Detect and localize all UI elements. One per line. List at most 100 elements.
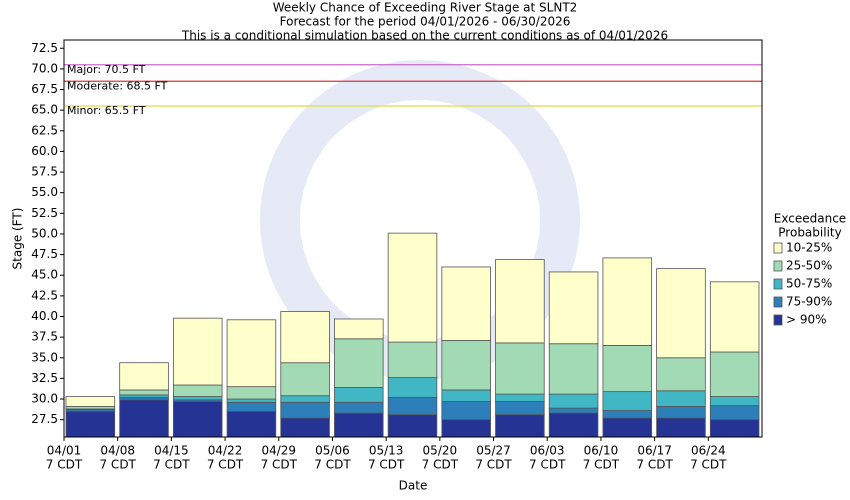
flood-label: Minor: 65.5 FT [67,104,146,117]
bar-segment [334,338,384,388]
bar-segment [387,341,438,378]
x-tick-label: 7 CDT [314,458,351,472]
x-tick-label: 7 CDT [207,458,244,472]
legend-title: Exceedance [774,212,846,226]
x-tick-label: 04/29 [261,444,296,458]
bar-segment [119,399,169,438]
bar-segment [387,377,438,398]
bar-segment [280,417,330,438]
x-tick-label: 7 CDT [475,458,512,472]
y-tick-label: 37.5 [31,330,58,344]
y-axis-label: Stage (FT) [11,208,25,270]
bar-segment [656,417,706,438]
x-axis-label: Date [399,479,428,493]
y-tick-label: 62.5 [31,123,58,137]
bar-segment [280,401,330,419]
legend-swatch [773,314,783,326]
bar-segment [548,271,599,345]
bar-segment [172,317,223,386]
x-tick-label: 06/10 [584,444,619,458]
y-tick-label: 35.0 [31,350,58,364]
bar-segment [226,398,277,403]
x-tick-label: 7 CDT [153,458,190,472]
bar-segment [280,395,330,403]
bar-segment [387,232,438,343]
y-tick-label: 42.5 [31,288,58,302]
x-tick-label: 05/20 [423,444,458,458]
y-tick-label: 30.0 [31,392,58,406]
bar-segment [656,268,706,359]
bar-segment [495,401,545,416]
y-tick-label: 65.0 [31,103,58,117]
bar-segment [280,362,330,397]
bar-segment [602,417,653,438]
y-tick-label: 27.5 [31,412,58,426]
bar-segment [709,396,760,407]
legend-label: 50-75% [786,277,832,291]
x-tick-label: 7 CDT [99,458,136,472]
bar-segment [495,259,545,344]
bar-segment [387,414,438,438]
y-tick-label: 55.0 [31,185,58,199]
y-tick-label: 32.5 [31,371,58,385]
plot-frame [63,39,763,438]
y-tick-label: 60.0 [31,144,58,158]
bar-segment [334,401,384,414]
bar-segment [226,401,277,412]
bar-segment [226,411,277,438]
bar-segment [495,414,545,438]
bar-segment [548,412,599,438]
bar-segment [656,390,706,407]
bar-segment [709,351,760,397]
x-tick-label: 7 CDT [46,458,83,472]
bar-segment [65,396,116,407]
legend-swatch [773,260,783,272]
flood-label: Moderate: 68.5 FT [67,79,168,92]
flood-label: Major: 70.5 FT [67,63,146,76]
y-tick-label: 67.5 [31,82,58,96]
x-tick-label: 06/17 [637,444,672,458]
x-tick-label: 05/06 [315,444,350,458]
bar-segment [119,389,169,396]
bar-segment [709,405,760,421]
bar-segment [495,393,545,402]
y-tick-label: 40.0 [31,309,58,323]
bar-segment [226,386,277,400]
x-tick-label: 7 CDT [261,458,298,472]
bar-segment [602,391,653,411]
x-tick-label: 06/24 [691,444,726,458]
y-tick-label: 50.0 [31,226,58,240]
bar-segment [602,410,653,419]
bar-segment [548,343,599,395]
bar-segment [334,318,384,340]
y-tick-label: 57.5 [31,165,58,179]
bar-segment [172,401,223,438]
x-tick-label: 7 CDT [422,458,459,472]
bar-segment [334,412,384,438]
bar-segment [656,357,706,392]
legend-label: > 90% [786,313,827,327]
legend-swatch [773,278,783,290]
bar-segment [441,266,491,341]
bar-segment [441,401,491,421]
bar-segment [387,396,438,416]
y-tick-label: 70.0 [31,61,58,75]
x-tick-label: 7 CDT [583,458,620,472]
chart-title: Weekly Chance of Exceeding River Stage a… [273,1,578,15]
x-tick-label: 7 CDT [368,458,405,472]
x-tick-label: 05/13 [369,444,404,458]
x-tick-label: 7 CDT [690,458,727,472]
legend-title: Probability [778,226,841,240]
x-tick-label: 04/01 [47,444,82,458]
bar-segment [172,396,223,401]
y-tick-label: 47.5 [31,247,58,261]
bar-segment [548,393,599,409]
legend-label: 25-50% [786,259,832,273]
bar-segment [65,411,116,438]
bar-segment [226,319,277,388]
legend-label: 10-25% [786,241,832,255]
legend-swatch [773,242,783,254]
bar-segment [441,389,491,402]
x-tick-label: 04/22 [208,444,243,458]
